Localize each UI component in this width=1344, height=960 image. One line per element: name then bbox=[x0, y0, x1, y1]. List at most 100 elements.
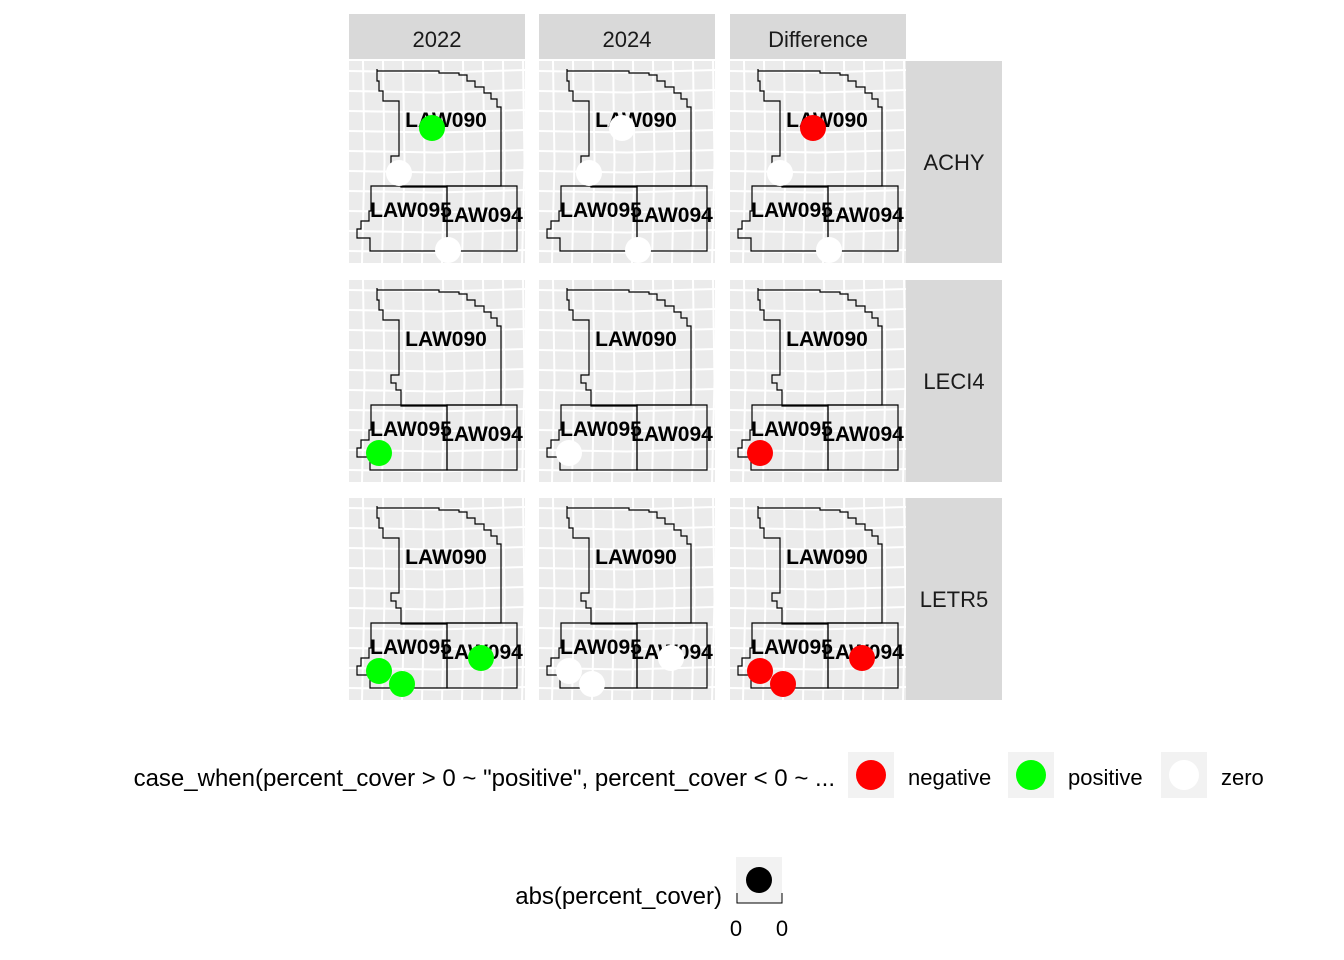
grid-line-horizontal bbox=[539, 428, 715, 433]
grid-line-vertical bbox=[361, 61, 366, 263]
plot-outline-law090 bbox=[376, 506, 502, 625]
grid-line-vertical bbox=[802, 498, 807, 700]
grid-line-horizontal bbox=[539, 566, 715, 571]
legend-swatch-positive bbox=[1016, 760, 1046, 790]
grid-line-vertical bbox=[441, 61, 446, 263]
legend-swatch-zero bbox=[1169, 760, 1199, 790]
legend-label-positive: positive bbox=[1068, 765, 1143, 790]
facet-strip-label: 2022 bbox=[413, 27, 462, 52]
plot-label: LAW095 bbox=[560, 418, 642, 441]
point-achy-2022-law090 bbox=[419, 115, 445, 141]
grid-line-horizontal bbox=[539, 348, 715, 353]
grid-line-horizontal bbox=[730, 606, 906, 611]
plot-outline-law094 bbox=[636, 404, 708, 471]
grid-line-vertical bbox=[441, 498, 446, 700]
plot-outline-law094 bbox=[636, 185, 708, 252]
grid-line-horizontal bbox=[349, 428, 525, 433]
grid-line-vertical bbox=[551, 280, 556, 482]
plot-outline-law094 bbox=[446, 404, 518, 471]
point-letr5-difference-law095-a bbox=[747, 658, 773, 684]
point-leci4-2022-law095 bbox=[366, 440, 392, 466]
grid-line-horizontal bbox=[730, 348, 906, 353]
grid-line-vertical bbox=[802, 61, 807, 263]
grid-line-vertical bbox=[461, 498, 466, 700]
grid-line-horizontal bbox=[730, 626, 906, 631]
plot-outline-law090 bbox=[566, 69, 692, 188]
grid-line-vertical bbox=[842, 498, 847, 700]
grid-line-horizontal bbox=[730, 566, 906, 571]
plot-label: LAW095 bbox=[370, 636, 452, 659]
grid-line-vertical bbox=[691, 280, 696, 482]
plot-outline-law090 bbox=[566, 288, 692, 407]
grid-line-horizontal bbox=[349, 526, 525, 531]
grid-line-vertical bbox=[461, 61, 466, 263]
row-strip-achy bbox=[906, 61, 1002, 263]
grid-line-horizontal bbox=[730, 586, 906, 591]
point-achy-2024-law094 bbox=[625, 237, 651, 263]
point-letr5-2022-law095-b bbox=[389, 671, 415, 697]
panel-background bbox=[349, 61, 525, 263]
point-leci4-2024-law095 bbox=[556, 440, 582, 466]
panel-grid bbox=[349, 280, 525, 482]
grid-line-vertical bbox=[461, 280, 466, 482]
plot-label: LAW090 bbox=[405, 328, 487, 351]
grid-line-horizontal bbox=[730, 388, 906, 393]
grid-line-vertical bbox=[501, 61, 506, 263]
row-strip-label: LECI4 bbox=[923, 369, 984, 394]
grid-line-horizontal bbox=[349, 109, 525, 114]
grid-line-horizontal bbox=[539, 626, 715, 631]
plot-label: LAW090 bbox=[595, 328, 677, 351]
grid-line-vertical bbox=[802, 280, 807, 482]
grid-line-vertical bbox=[822, 280, 827, 482]
grid-line-vertical bbox=[842, 61, 847, 263]
grid-line-horizontal bbox=[730, 189, 906, 194]
grid-line-horizontal bbox=[349, 586, 525, 591]
grid-line-vertical bbox=[882, 498, 887, 700]
grid-line-horizontal bbox=[349, 408, 525, 413]
grid-line-horizontal bbox=[730, 308, 906, 313]
grid-line-horizontal bbox=[349, 328, 525, 333]
grid-line-vertical bbox=[421, 498, 426, 700]
grid-line-horizontal bbox=[539, 408, 715, 413]
grid-line-horizontal bbox=[539, 89, 715, 94]
grid-line-horizontal bbox=[349, 348, 525, 353]
grid-line-horizontal bbox=[730, 646, 906, 651]
grid-line-vertical bbox=[551, 498, 556, 700]
grid-line-vertical bbox=[361, 280, 366, 482]
point-letr5-2024-law094 bbox=[658, 645, 684, 671]
grid-line-horizontal bbox=[539, 546, 715, 551]
point-letr5-2024-law095-a bbox=[556, 658, 582, 684]
plot-label: LAW094 bbox=[631, 204, 713, 227]
plot-outline-law090 bbox=[376, 288, 502, 407]
plot-label: LAW095 bbox=[370, 199, 452, 222]
facet-strip-2022 bbox=[349, 14, 525, 59]
legend-size-label: 0 bbox=[776, 916, 788, 941]
plot-outline-law090 bbox=[566, 506, 692, 625]
plot-label: LAW094 bbox=[441, 423, 523, 446]
grid-line-horizontal bbox=[539, 189, 715, 194]
grid-line-horizontal bbox=[730, 169, 906, 174]
facet-strip-label: 2024 bbox=[603, 27, 652, 52]
plot-label: LAW095 bbox=[751, 199, 833, 222]
grid-line-vertical bbox=[631, 280, 636, 482]
grid-line-horizontal bbox=[349, 169, 525, 174]
point-achy-2022-law094 bbox=[435, 237, 461, 263]
plot-outline-law094 bbox=[446, 185, 518, 252]
grid-line-horizontal bbox=[539, 209, 715, 214]
grid-line-vertical bbox=[421, 61, 426, 263]
grid-line-vertical bbox=[421, 280, 426, 482]
grid-line-vertical bbox=[501, 280, 506, 482]
legend-color-title: case_when(percent_cover > 0 ~ "positive"… bbox=[134, 765, 835, 792]
legend-size-label: 0 bbox=[730, 916, 742, 941]
grid-line-horizontal bbox=[730, 109, 906, 114]
plot-label: LAW090 bbox=[786, 328, 868, 351]
point-letr5-2022-law095-a bbox=[366, 658, 392, 684]
plot-label: LAW095 bbox=[560, 636, 642, 659]
grid-line-horizontal bbox=[539, 388, 715, 393]
grid-line-vertical bbox=[361, 498, 366, 700]
grid-line-horizontal bbox=[539, 586, 715, 591]
grid-line-horizontal bbox=[349, 646, 525, 651]
